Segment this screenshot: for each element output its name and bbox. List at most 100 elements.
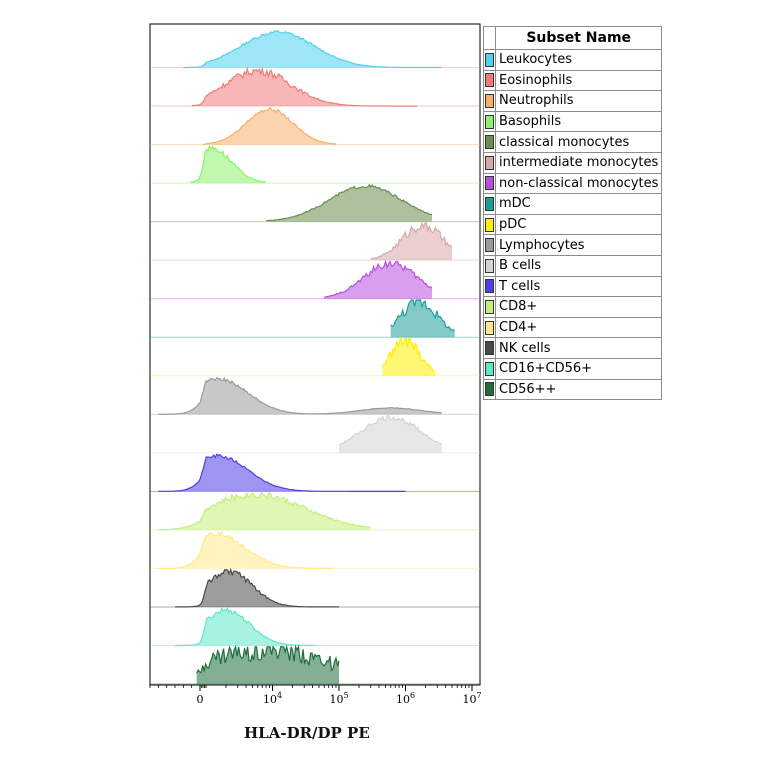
legend-label: CD8+ xyxy=(494,296,663,318)
legend-label: Neutrophils xyxy=(494,90,663,112)
legend-swatch xyxy=(485,73,494,88)
histogram-fill-pdc xyxy=(382,338,436,376)
legend-row: CD16+CD56+ xyxy=(483,357,663,380)
legend-label: intermediate monocytes xyxy=(494,151,663,174)
legend-swatch xyxy=(485,176,494,191)
legend-label: Basophils xyxy=(494,110,663,133)
histogram-outline-mdc xyxy=(390,299,455,332)
histogram-outline-basophils xyxy=(189,144,267,184)
histogram-outline-cd4- xyxy=(158,530,333,569)
legend-label: T cells xyxy=(494,275,663,298)
x-tick-label: 106 xyxy=(396,691,415,706)
legend-swatch-cell xyxy=(483,357,496,380)
x-tick-label: 107 xyxy=(462,691,481,706)
legend-label: Lymphocytes xyxy=(494,234,663,256)
histogram-outline-nk-cells xyxy=(175,567,339,608)
x-tick-label: 104 xyxy=(263,691,282,706)
histogram-fill-leukocytes xyxy=(183,30,442,68)
legend-swatch-cell xyxy=(483,337,496,359)
histogram-outline-lymphocytes xyxy=(158,376,442,415)
legend-label: CD16+CD56+ xyxy=(494,357,663,380)
histogram-fill-non-classical-monocytes xyxy=(324,261,432,299)
legend-swatch-cell xyxy=(483,275,496,298)
legend-swatch xyxy=(485,279,494,294)
histogram-fill-eosinophils xyxy=(191,68,418,107)
legend-swatch xyxy=(485,93,494,108)
histogram-outline-t-cells xyxy=(158,453,406,492)
legend-row: intermediate monocytes xyxy=(483,151,663,174)
histogram-outline-cd16-cd56- xyxy=(175,606,316,647)
legend-label: Eosinophils xyxy=(494,69,663,92)
legend-swatch xyxy=(485,258,494,273)
legend-label: non-classical monocytes xyxy=(494,172,663,195)
legend-label: CD56++ xyxy=(494,378,663,401)
legend-row: Leukocytes xyxy=(483,49,663,71)
histogram-outline-leukocytes xyxy=(183,29,442,69)
legend-label: pDC xyxy=(494,213,663,236)
legend-swatch-cell xyxy=(483,151,496,174)
legend-swatch-cell xyxy=(483,316,496,339)
histogram-fill-lymphocytes xyxy=(158,377,442,415)
legend-swatch-cell xyxy=(483,193,496,215)
histogram-outline-classical-monocytes xyxy=(266,183,433,222)
legend-swatch-cell xyxy=(483,172,496,195)
legend-swatch xyxy=(485,382,494,397)
legend-row: NK cells xyxy=(483,337,663,359)
legend-row: pDC xyxy=(483,213,663,236)
histogram-outline-b-cells xyxy=(338,414,443,446)
legend-swatch-cell xyxy=(483,131,496,153)
histogram-fill-nk-cells xyxy=(175,569,339,607)
legend-swatch xyxy=(485,320,494,335)
legend-swatch-cell xyxy=(483,378,496,401)
legend-row: Lymphocytes xyxy=(483,234,663,256)
legend-row: CD56++ xyxy=(483,378,663,401)
legend-row: Eosinophils xyxy=(483,69,663,92)
x-tick-label: 105 xyxy=(329,691,348,706)
legend-row: non-classical monocytes xyxy=(483,172,663,195)
histogram-outline-neutrophils xyxy=(202,106,337,146)
legend-header-blank xyxy=(483,26,496,50)
legend-swatch-cell xyxy=(483,69,496,92)
histogram-outline-intermediate-monocytes xyxy=(370,221,453,260)
histogram-outline-cd8- xyxy=(158,490,371,531)
legend-swatch xyxy=(485,361,494,376)
legend-swatch-cell xyxy=(483,234,496,256)
histogram-fill-cd4- xyxy=(158,531,333,569)
histogram-fill-neutrophils xyxy=(203,107,336,145)
legend-table: Subset Name Leukocytes Eosinophils Neutrop… xyxy=(483,26,663,401)
legend-swatch xyxy=(485,238,494,253)
legend-swatch xyxy=(485,52,494,67)
legend-swatch xyxy=(485,299,494,314)
legend-label: B cells xyxy=(494,254,663,277)
legend-swatch xyxy=(485,135,494,150)
histogram-fill-mdc xyxy=(390,300,455,338)
legend-row: B cells xyxy=(483,254,663,277)
legend-swatch-cell xyxy=(483,254,496,277)
legend-row: mDC xyxy=(483,193,663,215)
legend-header: Subset Name xyxy=(494,26,663,50)
legend-swatch-cell xyxy=(483,49,496,71)
legend-swatch-cell xyxy=(483,213,496,236)
histogram-fill-basophils xyxy=(190,145,267,184)
legend-row: CD4+ xyxy=(483,316,663,339)
histogram-outline-eosinophils xyxy=(191,66,418,107)
legend-swatch xyxy=(485,196,494,211)
legend-label: CD4+ xyxy=(494,316,663,339)
histogram-outline-cd56- xyxy=(196,644,340,674)
legend-label: mDC xyxy=(494,193,663,215)
legend-swatch-cell xyxy=(483,90,496,112)
histogram-fill-t-cells xyxy=(158,454,406,492)
legend-swatch xyxy=(485,114,494,129)
plot-frame xyxy=(149,23,481,686)
legend-row: classical monocytes xyxy=(483,131,663,153)
legend-row: T cells xyxy=(483,275,663,298)
legend-swatch xyxy=(485,217,494,232)
x-tick-label: 0 xyxy=(197,693,204,706)
legend-label: NK cells xyxy=(494,337,663,359)
legend-row: Basophils xyxy=(483,110,663,133)
legend-swatch xyxy=(485,155,494,170)
legend-swatch xyxy=(485,341,494,356)
x-axis-label: HLA-DR/DP PE xyxy=(244,724,370,742)
